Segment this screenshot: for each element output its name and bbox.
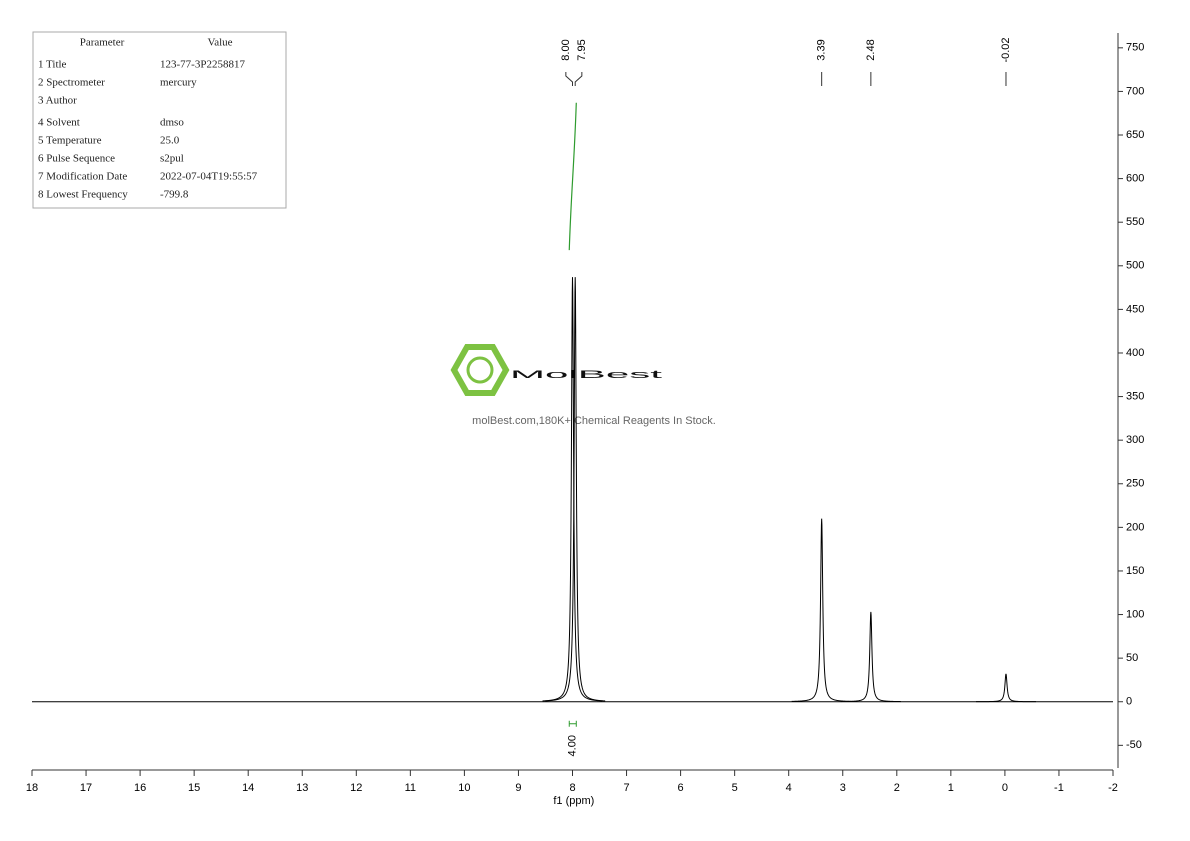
x-tick-label: 18 <box>26 782 38 794</box>
peak-label-connector <box>574 72 583 86</box>
x-tick-label: 6 <box>678 782 684 794</box>
y-tick-label: 650 <box>1126 129 1144 141</box>
x-tick-label: 11 <box>405 782 416 794</box>
x-tick-label: 7 <box>623 782 629 794</box>
integral-curve <box>568 102 577 251</box>
x-tick-label: 3 <box>840 782 846 794</box>
parameter-name: 6 Pulse Sequence <box>38 153 115 165</box>
y-tick-label: 50 <box>1126 652 1138 664</box>
parameter-name: 2 Spectrometer <box>38 77 105 89</box>
y-tick-label: 400 <box>1126 347 1144 359</box>
peak-label: -0.02 <box>1000 37 1012 62</box>
peak-label: 8.00 <box>560 39 572 60</box>
parameter-value: s2pul <box>160 153 184 165</box>
x-tick-label: 4 <box>786 782 792 794</box>
parameter-value: mercury <box>160 77 197 89</box>
parameter-name: 5 Temperature <box>38 135 102 147</box>
parameter-name: 1 Title <box>38 59 67 71</box>
x-tick-label: 8 <box>569 782 575 794</box>
watermark-tagline: molBest.com,180K+ Chemical Reagents In S… <box>472 415 716 427</box>
integral-bracket <box>568 720 577 727</box>
peak-label: 7.95 <box>576 39 588 60</box>
y-tick-label: 750 <box>1126 42 1144 54</box>
peak-label: 2.48 <box>865 39 877 60</box>
x-tick-label: 17 <box>80 782 92 794</box>
x-tick-label: 13 <box>296 782 308 794</box>
integral-label: 4.00 <box>567 735 579 756</box>
peak <box>975 673 1036 703</box>
y-tick-label: 600 <box>1126 173 1144 185</box>
x-tick-label: 14 <box>242 782 254 794</box>
parameter-value: 2022-07-04T19:55:57 <box>160 171 258 183</box>
y-tick-label: 200 <box>1126 521 1144 533</box>
table-header: Parameter <box>80 37 125 49</box>
y-tick-label: 700 <box>1126 85 1144 97</box>
x-tick-label: 12 <box>350 782 362 794</box>
parameter-value: -799.8 <box>160 189 189 201</box>
y-tick-label: 350 <box>1126 390 1144 402</box>
watermark-brand: MolBest <box>510 369 662 381</box>
parameter-value: 123-77-3P2258817 <box>160 59 245 71</box>
parameter-value: 25.0 <box>160 135 180 147</box>
table-header: Value <box>207 37 232 49</box>
parameter-name: 4 Solvent <box>38 117 80 129</box>
y-tick-label: 450 <box>1126 303 1144 315</box>
y-tick-label: 0 <box>1126 696 1132 708</box>
parameter-name: 3 Author <box>38 95 77 107</box>
x-tick-label: 10 <box>458 782 470 794</box>
y-tick-label: 300 <box>1126 434 1144 446</box>
x-tick-label: -1 <box>1054 782 1064 794</box>
x-axis-label: f1 (ppm) <box>553 795 594 807</box>
x-tick-label: -2 <box>1108 782 1118 794</box>
x-tick-label: 9 <box>515 782 521 794</box>
logo-ring <box>466 356 494 384</box>
x-tick-label: 16 <box>134 782 146 794</box>
peak-label-connector <box>565 72 573 86</box>
x-tick-label: 0 <box>1002 782 1008 794</box>
x-tick-label: 1 <box>948 782 954 794</box>
x-tick-label: 15 <box>188 782 200 794</box>
peak-label: 3.39 <box>816 39 828 60</box>
x-tick-label: 2 <box>894 782 900 794</box>
y-tick-label: 500 <box>1126 260 1144 272</box>
peak <box>545 277 606 702</box>
peak <box>791 518 852 702</box>
x-tick-label: 5 <box>732 782 738 794</box>
parameter-name: 8 Lowest Frequency <box>38 189 128 201</box>
y-tick-label: 150 <box>1126 565 1144 577</box>
parameter-name: 7 Modification Date <box>38 171 127 183</box>
y-tick-label: 100 <box>1126 608 1144 620</box>
parameter-table-frame <box>32 31 287 209</box>
y-tick-label: 250 <box>1126 478 1144 490</box>
y-tick-label: 550 <box>1126 216 1144 228</box>
logo-hexagon <box>450 344 510 396</box>
peak <box>840 611 901 703</box>
parameter-value: dmso <box>160 117 184 129</box>
y-tick-label: -50 <box>1126 739 1142 751</box>
